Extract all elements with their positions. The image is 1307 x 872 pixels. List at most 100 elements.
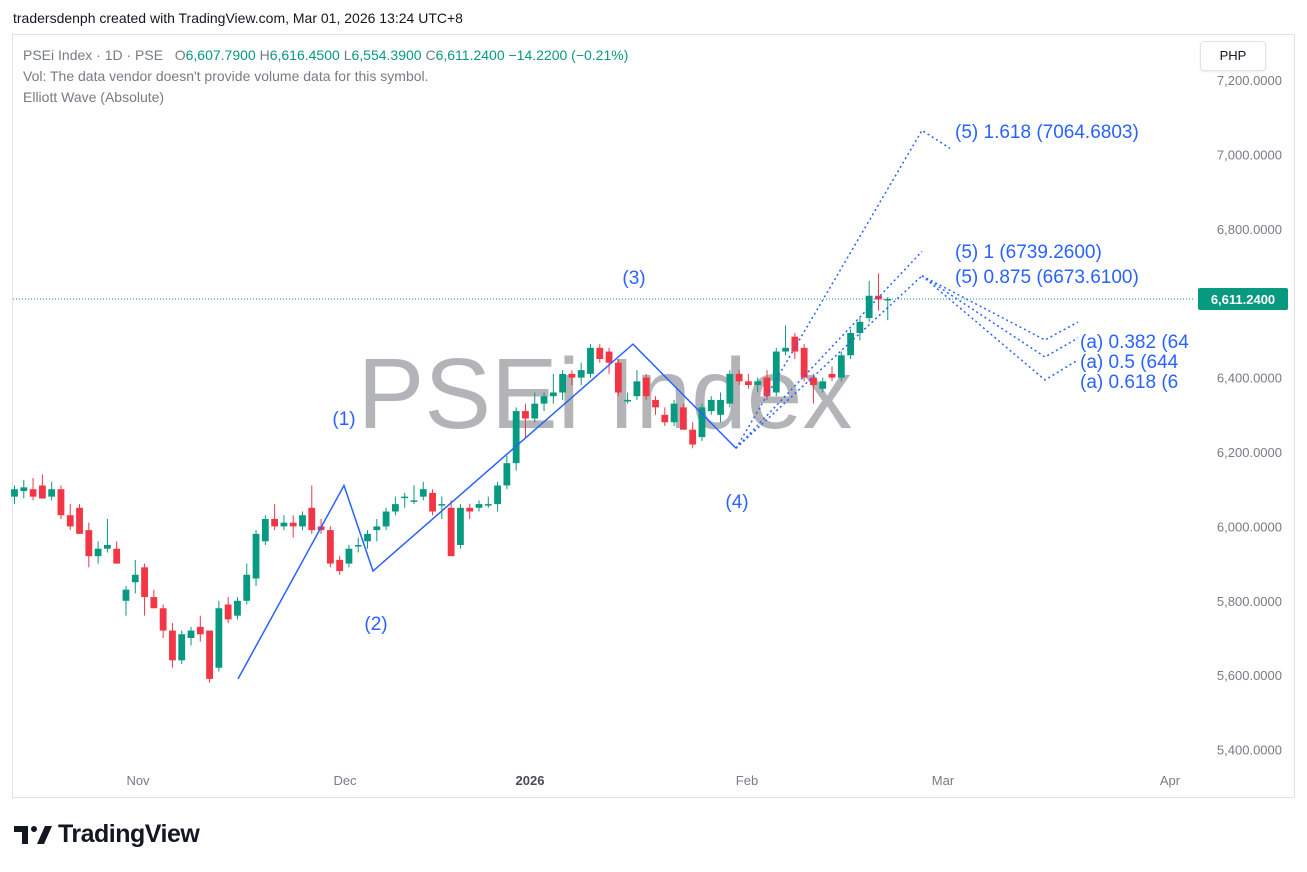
candle-body bbox=[447, 507, 455, 557]
change-value: −14.2200 (−0.21%) bbox=[508, 47, 629, 63]
time-tick-label: Apr bbox=[1160, 773, 1181, 788]
candle-body bbox=[661, 414, 669, 423]
projection-label: (5) 0.875 (6673.6100) bbox=[955, 267, 1139, 288]
price-tick-label: 6,000.0000 bbox=[1217, 519, 1282, 534]
candle-body bbox=[141, 567, 148, 598]
projection-label: (5) 1 (6739.2600) bbox=[955, 242, 1102, 263]
candle-body bbox=[104, 545, 111, 549]
candle-body bbox=[745, 381, 752, 386]
candle-body bbox=[289, 522, 297, 527]
time-tick-label: Dec bbox=[333, 773, 357, 788]
retracement-label: (a) 0.618 (6 bbox=[1080, 372, 1178, 393]
tradingview-logo-icon bbox=[14, 825, 52, 844]
high-value: 6,616.4500 bbox=[269, 47, 340, 63]
candle-body bbox=[614, 362, 622, 393]
candle-body bbox=[252, 533, 260, 579]
candle-body bbox=[540, 396, 548, 404]
price-tick-label: 5,800.0000 bbox=[1217, 594, 1282, 609]
price-tick-label: 6,200.0000 bbox=[1217, 445, 1282, 460]
open-value: 6,607.7900 bbox=[185, 47, 256, 63]
symbol-label[interactable]: PSEi Index · 1D · PSE bbox=[23, 47, 164, 63]
candle-body bbox=[717, 399, 724, 415]
candle-body bbox=[364, 533, 371, 542]
price-axis[interactable]: 7,200.00007,000.00006,800.00006,600.0000… bbox=[1198, 73, 1288, 758]
low-label: L bbox=[343, 47, 352, 63]
chart-attribution: tradersdenph created with TradingView.co… bbox=[13, 10, 463, 26]
candle-body bbox=[373, 526, 381, 531]
wave-label: (2) bbox=[364, 614, 387, 635]
candle-body bbox=[76, 507, 83, 534]
candle-body bbox=[531, 403, 539, 419]
candle-body bbox=[837, 355, 845, 378]
candle-body bbox=[577, 370, 585, 378]
candle-body bbox=[847, 332, 854, 356]
candle-body bbox=[178, 634, 186, 661]
candle-body bbox=[624, 399, 632, 402]
candle-body bbox=[865, 295, 873, 319]
candle-body bbox=[707, 399, 715, 412]
wave-label: (3) bbox=[622, 268, 645, 289]
candle-body bbox=[782, 347, 789, 352]
currency-button[interactable]: PHP bbox=[1200, 41, 1266, 71]
candle-body bbox=[243, 574, 251, 601]
candle-body bbox=[856, 321, 864, 333]
candle-body bbox=[169, 630, 176, 661]
candle-body bbox=[206, 630, 213, 679]
candle-body bbox=[122, 589, 130, 601]
candle-body bbox=[150, 597, 158, 609]
chart-panel[interactable] bbox=[12, 34, 1295, 798]
candle-body bbox=[800, 347, 808, 378]
candle-body bbox=[382, 511, 390, 527]
candle-body bbox=[605, 351, 613, 363]
projection-label: (5) 1.618 (7064.6803) bbox=[955, 122, 1139, 143]
high-label: H bbox=[259, 47, 270, 63]
projection-path bbox=[735, 250, 923, 449]
candle-body bbox=[299, 515, 306, 527]
candle-body bbox=[642, 377, 650, 397]
candle-body bbox=[810, 377, 817, 386]
close-value: 6,611.2400 bbox=[435, 47, 505, 63]
candle-body bbox=[568, 373, 576, 378]
candle-body bbox=[38, 485, 46, 499]
last-price-tag bbox=[1198, 288, 1288, 311]
candle-body bbox=[234, 600, 241, 616]
candle-body bbox=[66, 515, 74, 527]
candle-body bbox=[401, 496, 409, 499]
brand-name: TradingView bbox=[58, 820, 200, 848]
indicator-label[interactable]: Elliott Wave (Absolute) bbox=[23, 89, 165, 105]
last-price-label: 6,611.2400 bbox=[1211, 292, 1275, 307]
candle-body bbox=[791, 336, 799, 352]
candle-body bbox=[559, 373, 567, 393]
volume-note: Vol: The data vendor doesn't provide vol… bbox=[23, 68, 429, 84]
candle-body bbox=[261, 518, 269, 542]
close-label: C bbox=[425, 47, 436, 63]
low-value: 6,554.3900 bbox=[351, 47, 422, 63]
candle-body bbox=[652, 399, 659, 408]
candle-body bbox=[726, 373, 734, 404]
candle-body bbox=[196, 626, 204, 635]
candle-body bbox=[466, 507, 474, 512]
candle-body bbox=[438, 504, 446, 506]
candle-body bbox=[429, 492, 436, 512]
candles-layer bbox=[11, 273, 1195, 683]
candle-body bbox=[484, 504, 492, 506]
candle-body bbox=[503, 463, 511, 486]
candle-body bbox=[689, 429, 697, 445]
candle-body bbox=[131, 574, 139, 583]
candle-body bbox=[326, 530, 334, 564]
candle-body bbox=[336, 559, 344, 572]
candle-body bbox=[419, 489, 427, 497]
candle-body bbox=[828, 373, 836, 378]
candle-body bbox=[113, 548, 121, 564]
candle-body bbox=[670, 403, 678, 423]
candle-body bbox=[735, 373, 743, 382]
open-label: O bbox=[174, 47, 186, 63]
retracement-path bbox=[921, 275, 1079, 341]
candle-body bbox=[754, 381, 762, 386]
time-axis[interactable]: Nov Dec 2026 Feb Mar Apr bbox=[126, 773, 1180, 788]
candle-body bbox=[280, 522, 288, 527]
candle-body bbox=[884, 299, 892, 301]
projection-path bbox=[735, 275, 923, 449]
candle-body bbox=[457, 507, 464, 545]
